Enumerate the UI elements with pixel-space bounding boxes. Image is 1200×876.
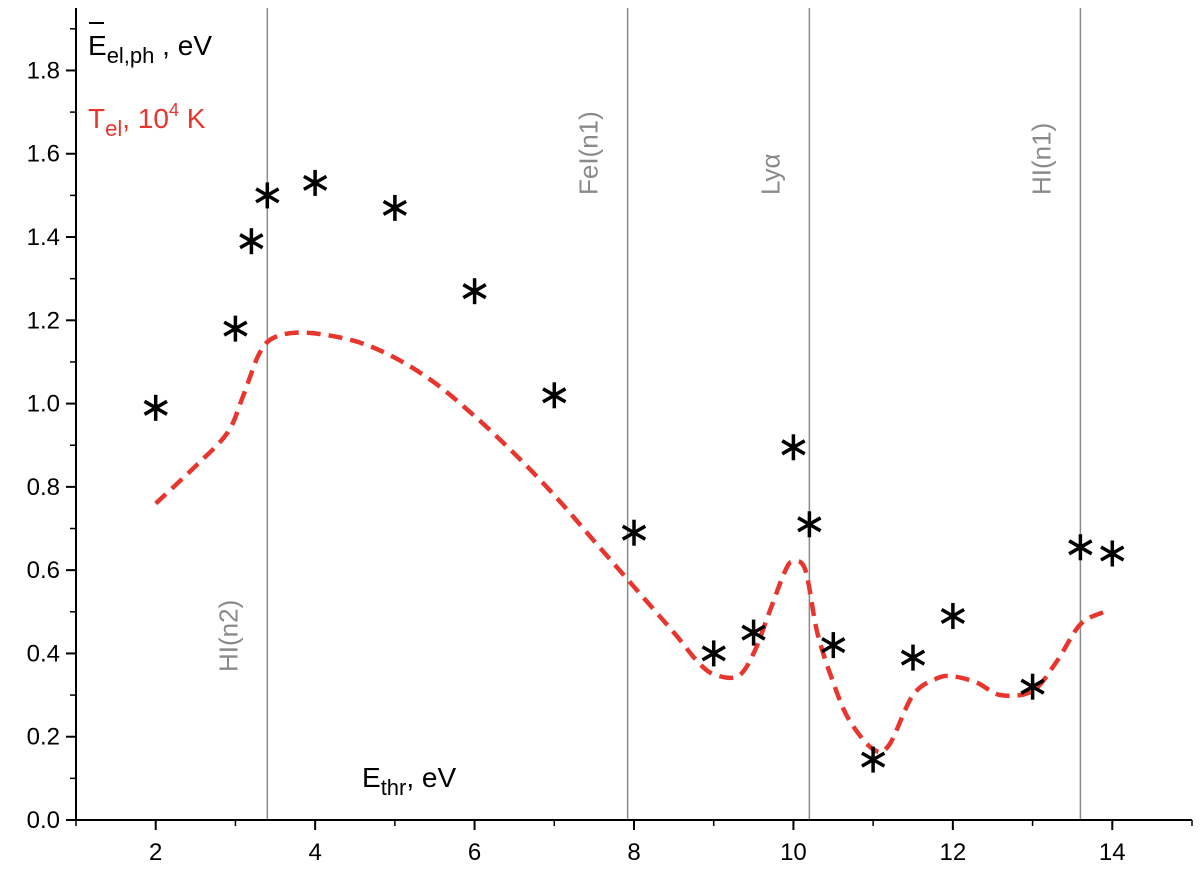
- legend-line-label-base: T: [88, 103, 105, 134]
- reference-lines: HI(n2) FeI(n1) Lyα HI(n1): [213, 8, 1082, 820]
- asterisk-stroke: [255, 187, 280, 204]
- scatter-point: [797, 511, 822, 538]
- x-tick-label: 2: [149, 839, 162, 866]
- asterisk-stroke: [940, 607, 965, 625]
- scatter-point: [223, 315, 248, 342]
- y-tick-label: 0.4: [27, 640, 60, 667]
- x-tick-label: 12: [940, 839, 967, 866]
- scatter-point: [1100, 540, 1125, 567]
- y-tick-label: 1.0: [27, 391, 60, 418]
- text-labels: Eel,ph , eV Tel, 104 K Ethr, eV: [88, 22, 457, 800]
- x-axis-label-sub: thr: [381, 775, 407, 800]
- asterisk-stroke: [1068, 539, 1093, 556]
- y-ticks: 0.0 0.2 0.4 0.6 0.8 1.0 1.2 1.4 1.6 1.8: [27, 28, 76, 834]
- vline-label: HI(n2): [213, 600, 243, 672]
- x-axis-label-rest: , eV: [406, 762, 456, 793]
- scatter-point: [940, 603, 965, 629]
- asterisk-stroke: [239, 233, 264, 250]
- scatter-point: [303, 169, 328, 196]
- asterisk-stroke: [542, 387, 567, 404]
- y-tick-label: 0.8: [27, 474, 60, 501]
- scatter-points-layer: [143, 169, 1125, 773]
- y-tick-label: 1.4: [27, 224, 60, 251]
- asterisk-stroke: [303, 174, 328, 191]
- legend-line-label-sub: el: [105, 116, 122, 141]
- asterisk-stroke: [861, 751, 886, 768]
- asterisk-stroke: [821, 637, 846, 654]
- asterisk-stroke: [1020, 678, 1045, 695]
- scatter-point: [462, 278, 487, 305]
- asterisk-stroke: [900, 649, 926, 666]
- asterisk-stroke: [741, 624, 766, 641]
- scatter-point: [781, 434, 806, 461]
- y-tick-label: 1.8: [27, 57, 60, 84]
- asterisk-stroke: [1100, 545, 1125, 562]
- scatter-point: [861, 746, 886, 773]
- x-axis-label-base: E: [362, 762, 381, 793]
- scatter-point: [382, 194, 407, 221]
- x-tick-label: 8: [627, 839, 640, 866]
- legend-scatter-label-rest: , eV: [154, 30, 212, 61]
- legend-scatter-label-sub: el,ph: [107, 43, 155, 68]
- y-tick-label: 0.6: [27, 557, 60, 584]
- x-tick-label: 6: [468, 839, 481, 866]
- scatter-point: [143, 394, 168, 421]
- y-tick-label: 0.2: [27, 724, 60, 751]
- asterisk-stroke: [223, 320, 248, 337]
- scatter-point: [239, 228, 264, 255]
- legend-line-label-sup: 4: [169, 100, 179, 120]
- scatter-point: [821, 632, 846, 659]
- asterisk-stroke: [143, 399, 168, 416]
- asterisk-stroke: [382, 199, 407, 216]
- temperature-line: [154, 330, 1106, 755]
- legend-line-label-mid: , 10: [122, 103, 169, 134]
- y-tick-label: 0.0: [27, 807, 60, 834]
- legend-scatter-label: Eel,ph , eV: [88, 30, 212, 68]
- asterisk-stroke: [701, 645, 726, 662]
- scatter-point: [900, 644, 926, 671]
- vline-label: HI(n1): [1026, 123, 1056, 195]
- asterisk-stroke: [797, 516, 822, 533]
- scatter-point: [621, 519, 647, 546]
- vline-label: Lyα: [755, 153, 785, 195]
- vline-label: FeI(n1): [574, 111, 604, 195]
- x-tick-label: 14: [1099, 839, 1126, 866]
- legend-line-label-rest: K: [179, 103, 206, 134]
- x-tick-label: 4: [308, 839, 321, 866]
- scatter-point: [701, 640, 726, 667]
- x-tick-label: 10: [780, 839, 807, 866]
- scatter-point: [741, 619, 766, 646]
- temperature-curve-layer: [154, 330, 1106, 755]
- asterisk-stroke: [781, 439, 806, 456]
- scatter-point: [542, 382, 567, 409]
- x-ticks: 2 4 6 8 10 12 14: [75, 820, 1193, 866]
- asterisk-stroke: [462, 283, 487, 300]
- y-tick-label: 1.6: [27, 141, 60, 168]
- scatter-point: [1068, 534, 1093, 561]
- scatter-point: [255, 182, 280, 209]
- asterisk-stroke: [621, 524, 647, 541]
- scatter-point: [1020, 673, 1045, 700]
- legend-scatter-label-base: E: [88, 30, 107, 61]
- axes: 2 4 6 8 10 12 14 0.0 0.2 0.4 0.6 0.8 1.0 1.2 1.4 1.6 1.…: [27, 8, 1193, 866]
- legend-line-label: Tel, 104 K: [88, 100, 206, 141]
- x-axis-label: Ethr, eV: [362, 762, 457, 800]
- y-tick-label: 1.2: [27, 307, 60, 334]
